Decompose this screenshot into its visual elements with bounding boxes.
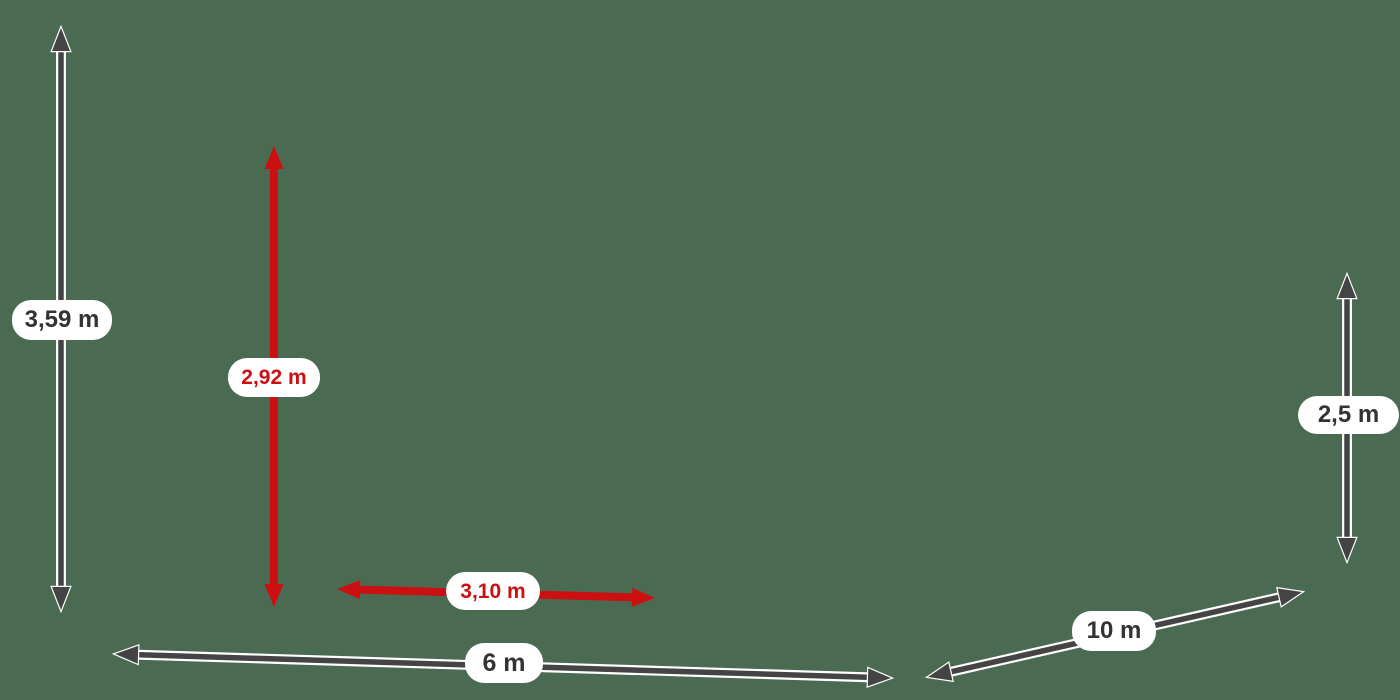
label-inner-width: 3,10 m bbox=[446, 572, 540, 610]
label-inner-height: 2,92 m bbox=[228, 358, 320, 397]
label-bottom-width: 6 m bbox=[465, 643, 543, 683]
label-right-height: 2,5 m bbox=[1298, 396, 1399, 434]
label-left-height: 3,59 m bbox=[12, 300, 112, 340]
label-depth: 10 m bbox=[1072, 611, 1156, 651]
